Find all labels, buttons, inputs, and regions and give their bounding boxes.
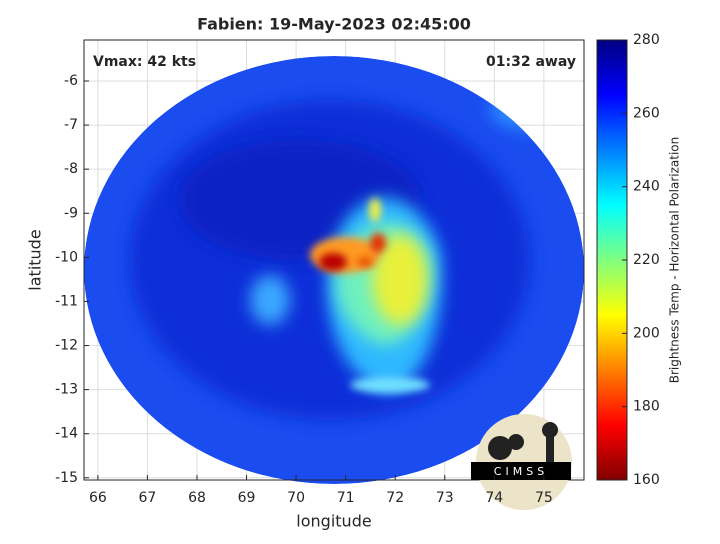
x-tick-label: 68: [188, 490, 206, 506]
colorbar-tick-label: 280: [633, 32, 660, 48]
y-tick-label: -7: [64, 117, 78, 133]
y-tick-label: -10: [55, 249, 78, 265]
y-tick-label: -12: [55, 338, 78, 354]
y-tick-label: -6: [64, 73, 78, 89]
x-tick-label: 67: [139, 490, 157, 506]
colorbar-tick-label: 200: [633, 325, 660, 341]
x-tick-label: 70: [287, 490, 305, 506]
annotation: 01:32 away: [486, 54, 576, 70]
colorbar-tick-label: 220: [633, 252, 660, 268]
y-tick-label: -9: [64, 205, 78, 221]
colorbar-label: Brightness Temp - Horizontal Polarizatio…: [668, 137, 682, 384]
colorbar-tick-label: 260: [633, 105, 660, 121]
chart-title: Fabien: 19-May-2023 02:45:00: [197, 15, 471, 34]
x-tick-label: 71: [337, 490, 355, 506]
colorbar-tick-label: 160: [633, 472, 660, 488]
x-tick-label: 69: [238, 490, 256, 506]
brightness-image: [84, 56, 584, 484]
y-axis-label: latitude: [26, 229, 45, 290]
colorbar-tick-label: 240: [633, 179, 660, 195]
plot-frame: [83, 39, 585, 481]
x-tick-label: 72: [386, 490, 404, 506]
y-tick-label: -13: [55, 382, 78, 398]
x-axis-label: longitude: [296, 512, 371, 531]
logo-text: CIMSS: [494, 465, 548, 478]
y-tick-label: -8: [64, 161, 78, 177]
logo: CIMSS: [471, 414, 572, 510]
y-tick-label: -15: [55, 470, 78, 486]
x-tick-label: 66: [89, 490, 107, 506]
y-tick-label: -11: [55, 293, 78, 309]
x-tick-label: 75: [535, 490, 553, 506]
x-tick-label: 73: [436, 490, 454, 506]
annotation: Vmax: 42 kts: [93, 54, 196, 70]
x-tick-label: 74: [485, 490, 503, 506]
colorbar-tick-label: 180: [633, 399, 660, 415]
y-tick-label: -14: [55, 426, 78, 442]
